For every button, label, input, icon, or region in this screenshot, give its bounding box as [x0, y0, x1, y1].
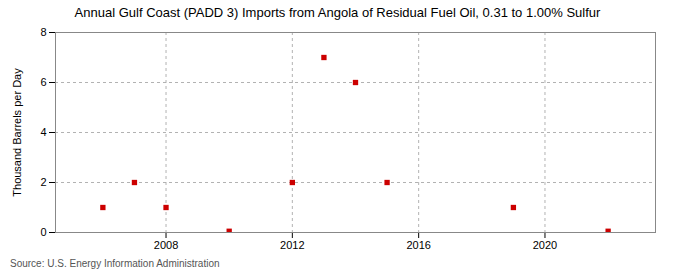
svg-text:2008: 2008 — [154, 239, 178, 251]
svg-text:Thousand Barrels per Day: Thousand Barrels per Day — [11, 68, 23, 197]
svg-text:2020: 2020 — [533, 239, 557, 251]
html-text:Source: U.S. Energy Informatio: Source: U.S. Energy Information Administ… — [10, 258, 220, 269]
html-text:Annual Gulf Coast (PADD 3) Imp: Annual Gulf Coast (PADD 3) Imports from … — [74, 5, 601, 20]
svg-text:2012: 2012 — [280, 239, 304, 251]
svg-text:4: 4 — [40, 126, 46, 138]
svg-text:2016: 2016 — [406, 239, 430, 251]
svg-text:8: 8 — [40, 26, 46, 38]
svg-text:0: 0 — [40, 226, 46, 238]
svg-text:2: 2 — [40, 176, 46, 188]
svg-text:6: 6 — [40, 76, 46, 88]
